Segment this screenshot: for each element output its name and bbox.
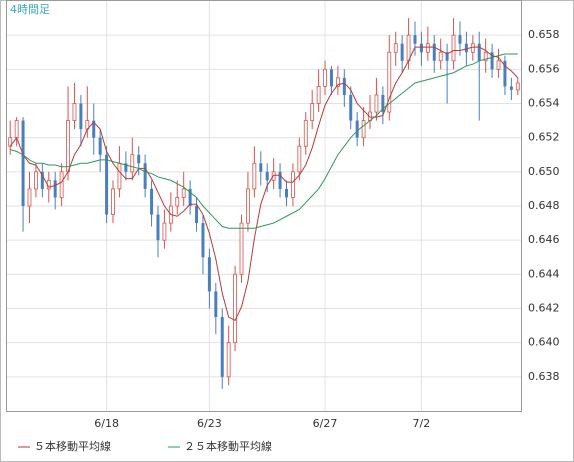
candle-body (284, 188, 288, 198)
candle-body (220, 317, 224, 377)
candle-body (477, 43, 481, 61)
candle-body (130, 154, 135, 173)
legend-label: ２５本移動平均線 (184, 439, 272, 453)
candle-body (201, 223, 205, 258)
candle-body (387, 51, 392, 113)
candle-body (59, 171, 64, 198)
y-tick-label: 0.650 (528, 165, 560, 178)
y-tick-label: 0.640 (528, 336, 560, 349)
y-tick-label: 0.648 (528, 199, 560, 212)
candle-body (143, 163, 147, 189)
y-tick-label: 0.658 (528, 28, 560, 41)
candle-body (374, 94, 379, 113)
candle-body (226, 342, 231, 378)
x-tick-label: 6/27 (313, 417, 338, 430)
candle-body (413, 35, 417, 44)
candle-body (297, 145, 302, 173)
candle-body (342, 77, 346, 95)
candle-body (303, 120, 308, 147)
candle-body (291, 171, 295, 198)
candle-body (34, 171, 38, 190)
candle-body (98, 137, 102, 155)
candle-body (496, 60, 501, 70)
candle-body (92, 120, 96, 138)
y-tick-label: 0.642 (528, 302, 560, 315)
chart-title: 4時間足 (10, 3, 50, 16)
candle-body (162, 222, 167, 241)
candle-body (335, 77, 340, 87)
candle-body (515, 82, 520, 91)
candle-body (265, 171, 269, 181)
candle-body (246, 188, 250, 224)
candle-body (419, 43, 423, 53)
candle-body (458, 35, 462, 44)
x-tick-label: 6/23 (197, 417, 222, 430)
candle-body (239, 222, 244, 275)
candle-body (316, 86, 321, 104)
candle-body (137, 154, 141, 164)
candle-body (207, 257, 211, 292)
ma-line (10, 53, 518, 229)
y-tick-label: 0.654 (528, 97, 560, 110)
candle-body (111, 188, 115, 215)
candle-body (349, 94, 353, 121)
candle-body (21, 120, 25, 206)
candle-body (214, 291, 218, 318)
candle-body (259, 163, 263, 172)
candle-body (233, 273, 237, 344)
candle-body (361, 120, 366, 139)
candle-body (483, 51, 488, 62)
candle-body (181, 188, 186, 198)
candle-body (53, 180, 57, 198)
candle-body (464, 43, 468, 53)
candle-body (451, 34, 456, 62)
candle-body (27, 188, 32, 207)
candle-body (175, 197, 180, 207)
candle-body (278, 171, 282, 189)
y-tick-label: 0.638 (528, 370, 560, 383)
ma-line (9, 46, 519, 322)
candle-body (355, 120, 359, 138)
y-tick-label: 0.644 (528, 267, 560, 280)
candle-body (124, 163, 128, 172)
candle-body (490, 52, 494, 70)
candle-body (503, 60, 507, 87)
candle-body (14, 120, 19, 139)
candle-body (105, 154, 109, 215)
candle-body (438, 51, 443, 62)
y-tick-label: 0.652 (528, 131, 560, 144)
candle-body (400, 43, 404, 61)
candle-body (406, 34, 411, 62)
candle-body (156, 214, 160, 241)
candle-body (150, 188, 154, 215)
candle-body (40, 171, 44, 189)
candle-body (323, 68, 327, 87)
candle-body (188, 188, 192, 206)
candle-body (425, 43, 430, 53)
candle-body (470, 43, 475, 53)
candle-body (381, 94, 385, 113)
candle-body (393, 43, 398, 53)
candle-body (195, 206, 199, 224)
candle-body (432, 43, 436, 61)
candle-body (329, 69, 333, 87)
x-tick-label: 7/2 (413, 417, 431, 430)
candle-body (79, 103, 83, 130)
candle-body (252, 162, 257, 190)
legend-label: ５本移動平均線 (34, 439, 111, 453)
x-tick-label: 6/18 (94, 417, 119, 430)
candle-body (310, 103, 315, 121)
y-tick-label: 0.656 (528, 62, 560, 75)
candle-body (66, 120, 70, 173)
y-tick-label: 0.646 (528, 233, 560, 246)
candle-body (509, 86, 513, 90)
candle-body (72, 103, 77, 121)
candle-body (117, 162, 122, 190)
candle-body (445, 52, 449, 61)
